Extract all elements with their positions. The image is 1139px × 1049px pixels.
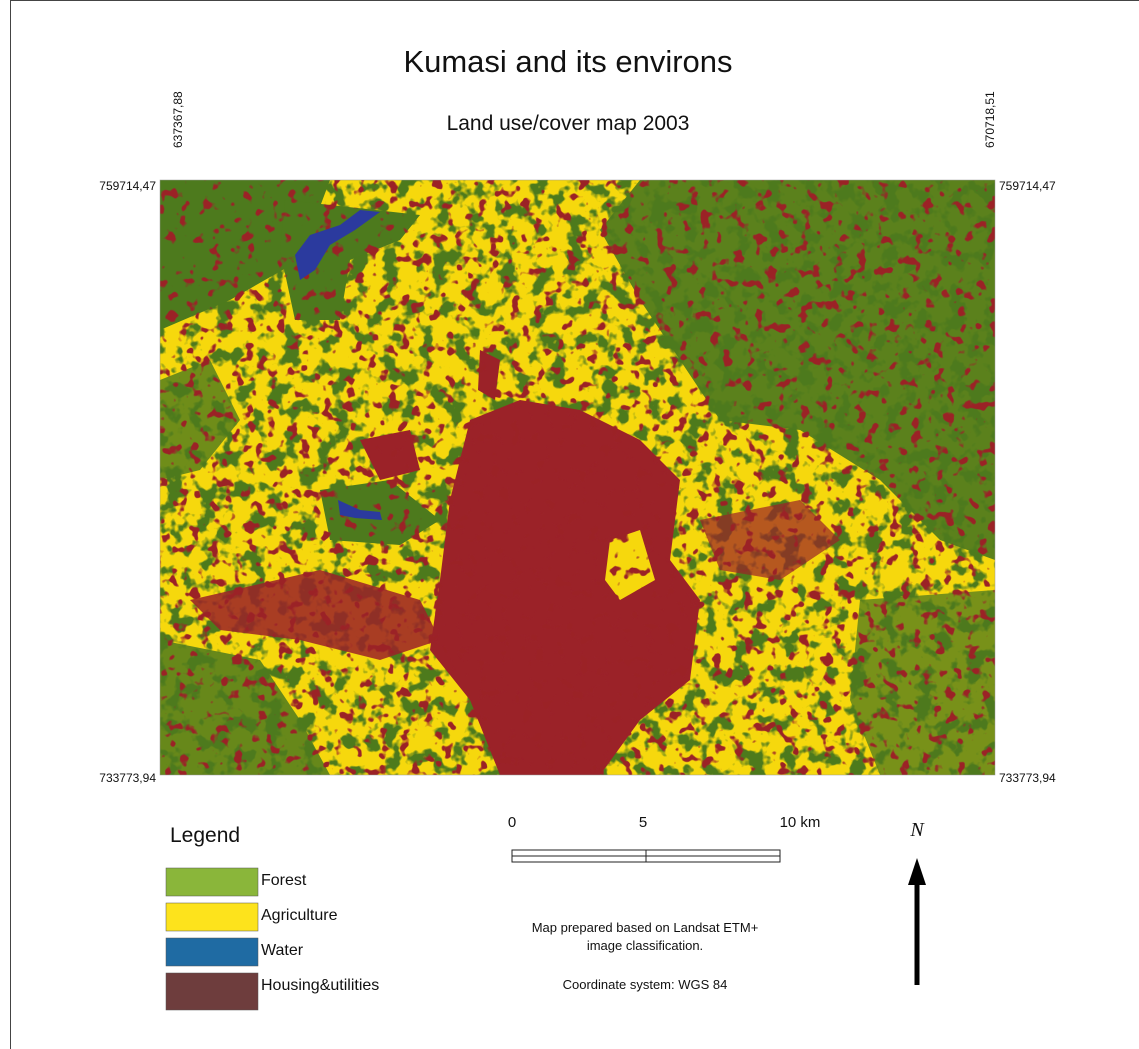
map-sheet: Kumasi and its environs Land use/cover m…	[0, 0, 1139, 1049]
scale-label: 10 km	[780, 814, 821, 831]
north-label: N	[909, 819, 925, 841]
legend-title: Legend	[170, 824, 240, 847]
coord-left-bottom-y: 733773,94	[99, 771, 156, 785]
page: Kumasi and its environs Land use/cover m…	[0, 0, 1139, 1049]
coord-right-top-y: 759714,47	[999, 179, 1056, 193]
scale-label: 0	[508, 814, 516, 831]
land-cover-raster	[160, 180, 995, 775]
north-arrow: N	[908, 819, 926, 985]
note: Coordinate system: WGS 84	[563, 977, 728, 992]
note: image classification.	[587, 938, 703, 953]
map-title: Kumasi and its environs	[403, 44, 732, 79]
coord-top-right-x: 670718,51	[983, 91, 997, 148]
legend-label: Water	[261, 942, 304, 959]
coord-left-top-y: 759714,47	[99, 179, 156, 193]
coord-right-bottom-y: 733773,94	[999, 771, 1056, 785]
coord-top-left-x: 637367,88	[171, 91, 185, 148]
legend-label: Agriculture	[261, 907, 338, 924]
legend: Forest Agriculture Water Housing&utilities	[166, 868, 379, 1010]
legend-label: Forest	[261, 872, 307, 889]
scale-label: 5	[639, 814, 647, 831]
legend-label: Housing&utilities	[261, 977, 379, 994]
legend-swatch	[166, 903, 258, 931]
note: Map prepared based on Landsat ETM+	[532, 920, 759, 935]
legend-swatch	[166, 938, 258, 966]
legend-swatch	[166, 868, 258, 896]
scale-bar: 0 5 10 km	[508, 814, 821, 862]
legend-swatch	[166, 973, 258, 1010]
map-subtitle: Land use/cover map 2003	[447, 112, 690, 135]
